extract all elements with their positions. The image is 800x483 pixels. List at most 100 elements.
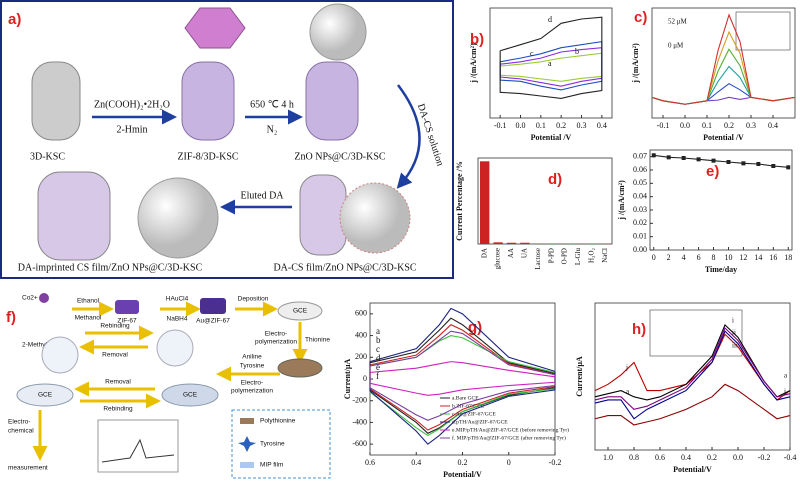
- point: [666, 155, 671, 160]
- point: [726, 160, 731, 164]
- curve-label: a: [376, 326, 380, 336]
- x-axis-label: Potential /V: [703, 133, 744, 142]
- x-tick-label: -0.4: [784, 453, 797, 462]
- y-tick-label: 0.05: [633, 178, 647, 187]
- point: [771, 164, 776, 168]
- crystal: [184, 7, 246, 49]
- panel-label: h): [632, 321, 646, 338]
- electrode: [277, 301, 323, 321]
- condition: Rebinding: [100, 323, 130, 330]
- x-tick-label: NaCl: [601, 248, 609, 263]
- cylinder: [305, 61, 359, 141]
- legend-text: c.Au@ZIF-67/GCE: [452, 411, 496, 417]
- x-tick-label: 0.1: [536, 121, 546, 130]
- scheme-a: a) 3D-KSC Zn(COOH)₂•2H₂O 2-Hmin ZIF-8/3D…: [0, 0, 454, 279]
- condition: N₂: [267, 124, 278, 135]
- x-tick-label: 0.1: [702, 121, 712, 130]
- x-tick-label: P-PD: [547, 248, 555, 263]
- x-tick-label: 0.4: [768, 121, 778, 130]
- x-tick-label: 4: [682, 253, 686, 262]
- y-axis-label: j /(mA/cm²): [631, 43, 640, 84]
- x-tick-label: 2: [667, 253, 671, 262]
- plot-frame: [369, 302, 556, 456]
- condition: Deposition: [238, 296, 269, 303]
- annotation: a: [784, 372, 788, 380]
- y-tick-label: 0.01: [633, 231, 647, 240]
- cylinder: [37, 171, 111, 261]
- cylinder: [299, 174, 347, 256]
- condition: polymerization: [255, 339, 297, 346]
- legend-text: f. MIP/pTH/Au@ZIF-67/GCE (after removing…: [452, 434, 566, 441]
- x-tick-label: 0: [507, 458, 511, 467]
- point: [681, 156, 686, 160]
- x-tick-label: -0.1: [494, 121, 507, 130]
- electrode: [16, 383, 74, 407]
- y-tick-label: 400: [355, 330, 367, 339]
- cylinder: [181, 61, 235, 141]
- x-tick-label: 18: [784, 253, 792, 262]
- y-tick-label: 0.02: [633, 218, 647, 227]
- annotation: 0 μM: [668, 42, 684, 50]
- point: [711, 158, 716, 163]
- x-tick-label: 0.0: [680, 121, 690, 130]
- electrode-label: GCE: [183, 392, 198, 399]
- condition: polymerization: [231, 388, 273, 395]
- panel-label: a): [8, 11, 21, 28]
- x-tick-label: -0.2: [758, 453, 771, 462]
- panel-label: b): [470, 31, 484, 48]
- x-tick-label: 8: [712, 253, 716, 262]
- series-line: [369, 334, 556, 437]
- curve-label: d: [548, 15, 552, 24]
- legend-text: d.pTH/Au@ZIF-67/GCE: [452, 419, 508, 425]
- series-line: [369, 307, 556, 445]
- x-axis-label: Potential /V: [531, 133, 572, 142]
- mini-curve: [101, 438, 175, 463]
- legend-text: a.Bare GCE: [452, 395, 479, 401]
- curve-label: c: [530, 49, 534, 58]
- bar: [506, 242, 517, 244]
- condition: 650 ℃ 4 h: [250, 99, 294, 110]
- x-tick-label: 6: [697, 253, 701, 262]
- curve-label: e: [376, 362, 380, 372]
- condition: HAuCl4: [166, 296, 189, 303]
- electrode-label: GCE: [38, 392, 53, 399]
- x-tick-label: 14: [754, 253, 762, 262]
- scheme-f: f) Co2+ 2-Methylimidazole Ethanol Methan…: [6, 293, 331, 479]
- curve-label: f: [376, 371, 379, 381]
- step-label: DA-CS film/ZnO NPs@C/3D-KSC: [273, 262, 416, 273]
- step-label: ZIF-8/3D-KSC: [177, 151, 238, 162]
- legend-text: MIP film: [260, 462, 283, 469]
- curve-label: b: [376, 335, 381, 345]
- arrow: [396, 84, 421, 189]
- condition: measurement: [8, 465, 48, 472]
- y-axis-label: Current/μA: [575, 356, 584, 397]
- sphere: [309, 3, 367, 61]
- legend-text: Polythionine: [260, 418, 296, 425]
- x-tick-label: 10: [724, 253, 732, 262]
- bar: [493, 242, 503, 244]
- x-tick-label: 0.3: [746, 121, 756, 130]
- y-axis-label: Current Percentage /%: [455, 161, 464, 241]
- reagent: Co2+: [22, 295, 38, 302]
- x-tick-label: Lactose: [534, 248, 542, 270]
- legend-text: Tyrosine: [260, 441, 285, 448]
- legend-text: b.ZIF-67/GCE: [452, 403, 485, 409]
- curve-label: c: [376, 344, 380, 354]
- electrode: [161, 383, 219, 407]
- bar: [520, 242, 530, 244]
- y-tick-label: 0.07: [633, 151, 647, 160]
- legend-swatch: [238, 436, 256, 452]
- y-tick-label: -200: [352, 396, 367, 405]
- inset-frame: [649, 309, 743, 357]
- x-tick-label: 0.4: [681, 453, 691, 462]
- panel-label: e): [706, 163, 719, 180]
- x-tick-label: 0.0: [516, 121, 526, 130]
- plot-frame: [649, 149, 793, 251]
- x-tick-label: DA: [480, 248, 488, 258]
- x-tick-label: 0: [652, 253, 656, 262]
- annotation: j: [625, 364, 628, 372]
- series-line: [651, 13, 796, 105]
- curve-label: a: [548, 59, 552, 68]
- y-tick-label: -400: [352, 417, 367, 426]
